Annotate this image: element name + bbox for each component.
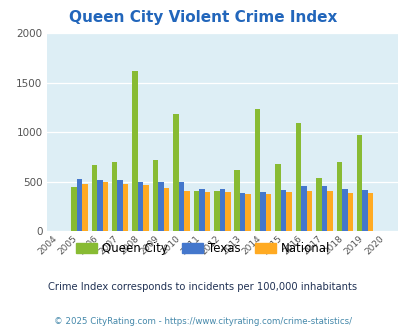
Bar — [356, 135, 362, 231]
Bar — [306, 191, 311, 231]
Bar — [286, 192, 291, 231]
Bar — [184, 191, 189, 231]
Text: Queen City Violent Crime Index: Queen City Violent Crime Index — [68, 10, 337, 25]
Bar — [132, 71, 138, 231]
Bar — [326, 191, 332, 231]
Bar — [138, 182, 143, 231]
Bar — [102, 182, 108, 231]
Text: © 2025 CityRating.com - https://www.cityrating.com/crime-statistics/: © 2025 CityRating.com - https://www.city… — [54, 317, 351, 326]
Bar — [198, 189, 204, 231]
Bar — [239, 193, 245, 231]
Bar — [315, 178, 321, 231]
Bar — [163, 188, 169, 231]
Bar — [245, 194, 250, 231]
Bar — [193, 191, 198, 231]
Bar — [275, 164, 280, 231]
Bar — [224, 192, 230, 231]
Text: Crime Index corresponds to incidents per 100,000 inhabitants: Crime Index corresponds to incidents per… — [48, 282, 357, 292]
Bar — [117, 180, 123, 231]
Bar — [178, 182, 184, 231]
Bar — [213, 191, 219, 231]
Bar — [341, 189, 347, 231]
Bar — [77, 179, 82, 231]
Bar — [158, 182, 163, 231]
Bar — [173, 114, 178, 231]
Bar — [234, 170, 239, 231]
Bar — [91, 165, 97, 231]
Bar — [362, 190, 367, 231]
Bar — [112, 162, 117, 231]
Bar — [260, 192, 265, 231]
Bar — [71, 187, 77, 231]
Bar — [321, 186, 326, 231]
Bar — [123, 184, 128, 231]
Bar — [336, 162, 341, 231]
Bar — [347, 193, 352, 231]
Bar — [265, 194, 271, 231]
Bar — [219, 189, 224, 231]
Bar — [82, 184, 87, 231]
Bar — [143, 185, 149, 231]
Bar — [295, 123, 301, 231]
Bar — [254, 109, 260, 231]
Bar — [97, 180, 102, 231]
Bar — [301, 186, 306, 231]
Bar — [204, 192, 210, 231]
Legend: Queen City, Texas, National: Queen City, Texas, National — [71, 237, 334, 260]
Bar — [152, 160, 158, 231]
Bar — [367, 193, 373, 231]
Bar — [280, 190, 286, 231]
